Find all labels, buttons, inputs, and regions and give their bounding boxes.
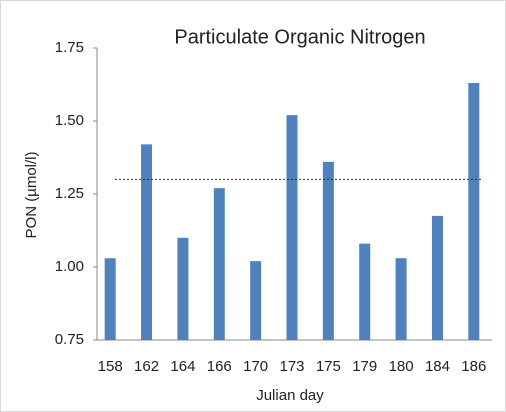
x-axis-label: Julian day — [256, 387, 324, 404]
y-tick-label: 0.75 — [55, 331, 84, 348]
x-tick-label: 166 — [207, 358, 232, 375]
x-tick-label: 173 — [279, 358, 304, 375]
y-tick-label: 1.00 — [55, 258, 84, 275]
bar — [468, 83, 480, 340]
bar — [141, 144, 153, 340]
x-tick-label: 179 — [352, 358, 377, 375]
x-tick-label: 158 — [98, 358, 123, 375]
bar — [250, 261, 262, 340]
x-tick-label: 184 — [425, 358, 450, 375]
bar — [286, 115, 298, 340]
bar — [322, 161, 334, 340]
y-tick-label: 1.50 — [55, 112, 84, 129]
x-tick-label: 162 — [134, 358, 159, 375]
y-tick-label: 1.25 — [55, 185, 84, 202]
y-tick-label: 1.75 — [55, 39, 84, 56]
bar — [431, 215, 443, 340]
x-tick-label: 180 — [389, 358, 414, 375]
x-tick-label: 186 — [461, 358, 486, 375]
y-axis-label: PON (µmol/l) — [23, 152, 40, 239]
bar — [359, 243, 371, 340]
x-tick-label: 164 — [170, 358, 195, 375]
x-tick-label: 175 — [316, 358, 341, 375]
x-tick-label: 170 — [243, 358, 268, 375]
bar — [104, 258, 116, 340]
bar — [395, 258, 407, 340]
chart-title: Particulate Organic Nitrogen — [174, 26, 425, 48]
bar — [177, 237, 189, 340]
bar — [213, 188, 225, 340]
